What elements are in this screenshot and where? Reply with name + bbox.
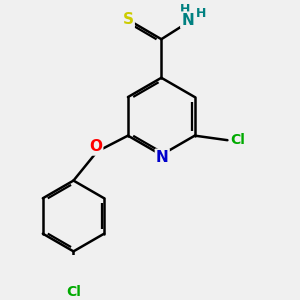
Text: N: N — [156, 150, 169, 165]
Text: H: H — [196, 7, 206, 20]
Text: Cl: Cl — [66, 285, 81, 299]
Text: S: S — [123, 12, 134, 27]
Text: N: N — [181, 13, 194, 28]
Text: Cl: Cl — [231, 133, 245, 147]
Text: O: O — [89, 140, 102, 154]
Text: H: H — [180, 3, 190, 16]
